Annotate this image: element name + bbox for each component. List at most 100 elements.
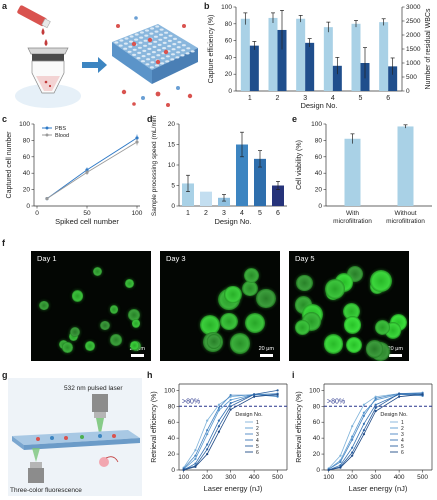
x-tick-label: 100	[132, 210, 143, 217]
bar-residual-wbc	[277, 29, 287, 91]
membrane-pore	[129, 40, 133, 43]
data-point	[398, 395, 401, 398]
legend-label: 4	[256, 438, 259, 444]
legend-marker	[45, 126, 49, 130]
data-point	[374, 395, 377, 398]
y-tick-label: 60	[225, 38, 233, 45]
captured-cell	[155, 59, 161, 65]
membrane-pore	[148, 42, 153, 45]
y-tick-label: 20	[225, 71, 233, 78]
day-label: Day 5	[295, 254, 315, 263]
y-tick-label: 20	[23, 187, 31, 194]
data-point	[229, 394, 232, 397]
membrane-pore	[128, 45, 133, 48]
x-tick-label: 6	[386, 95, 390, 102]
y-tick-label: 60	[315, 154, 323, 161]
membrane-pore	[164, 31, 169, 34]
x-tick-label: 300	[370, 474, 381, 481]
y-tick-label: 80	[315, 137, 323, 144]
data-point	[362, 429, 366, 432]
membrane-pore	[123, 42, 128, 45]
bar-capture-efficiency	[351, 23, 361, 91]
membrane-pore	[158, 38, 163, 41]
membrane-pore	[159, 28, 164, 31]
captured-cell	[131, 41, 137, 47]
data-point	[217, 430, 221, 433]
legend-label: 5	[256, 444, 259, 450]
data-point	[339, 454, 342, 457]
x-tick-label: 6	[276, 210, 280, 217]
data-point	[135, 140, 139, 144]
membrane-pore	[114, 41, 119, 44]
data-point	[351, 451, 354, 454]
y-tick-label: 0	[406, 88, 410, 95]
data-point	[362, 422, 366, 425]
x-tick-label: 100	[323, 474, 334, 481]
bar-processing-speed	[254, 158, 266, 206]
fluorescent-cell	[39, 301, 49, 311]
legend-label: 2	[256, 426, 259, 432]
membrane-pore	[139, 36, 144, 39]
data-point	[374, 397, 377, 400]
x-axis-label: Laser energy (nJ)	[349, 484, 408, 493]
y-tick-label: 5	[171, 183, 175, 190]
data-point	[253, 395, 256, 398]
y-tick-label: 0	[316, 467, 320, 474]
chart-h: 0 20 40 60 80 100 100 200 300 400 500 >80% Design No…	[151, 383, 288, 493]
y-tick-label: 80	[23, 137, 31, 144]
membrane-pore	[144, 34, 149, 37]
fluorescent-cell	[93, 266, 103, 277]
membrane-pore	[146, 58, 151, 61]
series-line-blood	[46, 141, 138, 199]
data-point	[374, 409, 377, 413]
bar-processing-speed	[236, 144, 248, 206]
sample-tube-icon	[17, 5, 51, 29]
membrane-pore	[143, 39, 148, 42]
legend-label: 3	[401, 432, 404, 438]
membrane-pore	[172, 43, 177, 46]
membrane-pore	[134, 33, 139, 36]
fluorescent-cell	[100, 320, 110, 331]
panel-label-h: h	[147, 370, 153, 380]
legend-label: PBS	[55, 126, 66, 132]
y-tick-label: 10	[168, 162, 176, 169]
membrane-pore	[132, 53, 137, 57]
x-tick-label: 3	[222, 210, 226, 217]
legend-marker	[45, 133, 49, 137]
fluorescent-cell	[256, 288, 276, 308]
bar-processing-speed	[272, 185, 284, 206]
day-label: Day 1	[37, 254, 57, 263]
schematic-g: 532 nm pulsed laser Three-color fluoresc…	[8, 378, 142, 496]
bar-residual-wbc	[388, 66, 398, 91]
fluorescent-cell	[229, 333, 250, 354]
data-point	[217, 419, 221, 422]
y-tick-label: 100	[309, 387, 320, 394]
y-tick-label: 0	[318, 203, 322, 210]
membrane-pore	[153, 35, 158, 38]
fluorescence-label: Three-color fluorescence	[10, 487, 82, 494]
y-tick-label: 40	[23, 170, 31, 177]
membrane-pore	[162, 41, 167, 45]
y-axis-label-right: Number of residual WBCs	[425, 8, 432, 89]
fluorescent-cell	[369, 270, 392, 292]
x-tick-label: 1	[186, 210, 190, 217]
fluorescent-cell	[130, 340, 140, 350]
x-axis-label: Design No.	[214, 217, 251, 226]
data-point	[194, 454, 197, 457]
membrane-pore	[146, 53, 151, 56]
fluorescent-cell	[244, 313, 265, 334]
membrane-pore	[141, 55, 146, 58]
micrograph-day5: Day 5 20 μm	[289, 251, 409, 361]
data-point	[351, 454, 354, 457]
scale-bar	[131, 354, 144, 357]
membrane-pore	[181, 44, 186, 47]
x-tick-label: 300	[225, 474, 236, 481]
y-axis-label: Retrieval efficiency (%)	[296, 391, 303, 462]
x-tick-label: Without	[394, 210, 416, 217]
x-tick-label: 0	[35, 210, 39, 217]
microfilter-membrane-icon	[112, 24, 198, 84]
base-shadow	[15, 84, 81, 108]
data-point	[276, 389, 279, 392]
membrane-pore	[129, 35, 134, 38]
